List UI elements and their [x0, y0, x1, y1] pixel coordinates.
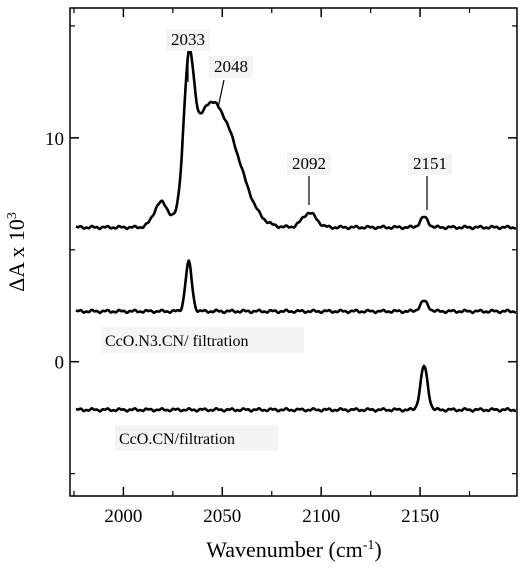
- peak-label: 2151: [413, 154, 447, 173]
- peak-leader-line: [217, 79, 225, 109]
- y-axis-ticks: 0 10: [45, 25, 517, 475]
- x-tick-label: 2150: [401, 506, 439, 527]
- peak-annotations: 2033 2048 2092 2151: [166, 29, 452, 210]
- y-tick-label: 10: [45, 129, 64, 150]
- y-axis-title: ΔA x 103: [4, 212, 29, 292]
- peak-label-box: [166, 29, 210, 51]
- peak-label: 2033: [171, 30, 205, 49]
- x-tick-label: 2050: [203, 506, 241, 527]
- spectrum-trace-1: [75, 47, 517, 231]
- peak-label: 2048: [214, 57, 248, 76]
- peak-label-box: [209, 56, 253, 78]
- x-tick-label: 2000: [104, 506, 142, 527]
- trace-label-box-n3: [101, 327, 304, 353]
- trace-label-n3: CcO.N3.CN/ filtration: [105, 333, 249, 350]
- trace-label-cn: CcO.CN/filtration: [119, 431, 235, 448]
- peak-label: 2092: [292, 154, 326, 173]
- x-axis-title: Wavenumber (cm-1): [206, 537, 381, 562]
- spectrum-trace-3: [75, 364, 517, 413]
- spectrum-trace-2: [75, 259, 517, 315]
- peak-label-box: [408, 153, 452, 175]
- trace-label-box-cn: [115, 425, 278, 451]
- x-axis-ticks: 2000 2050 2100 2150: [73, 8, 471, 527]
- spectra-traces: [75, 47, 517, 413]
- plot-frame: [69, 7, 518, 497]
- y-tick-label: 0: [55, 353, 65, 374]
- x-tick-label: 2100: [302, 506, 340, 527]
- peak-label-box: [287, 153, 331, 175]
